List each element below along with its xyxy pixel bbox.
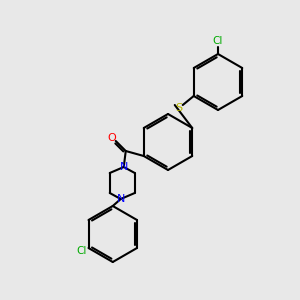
Text: Cl: Cl <box>213 36 223 46</box>
Text: S: S <box>175 103 182 113</box>
Text: O: O <box>107 133 116 143</box>
Text: Cl: Cl <box>76 246 87 256</box>
Text: N: N <box>120 162 128 172</box>
Text: N: N <box>117 194 125 204</box>
